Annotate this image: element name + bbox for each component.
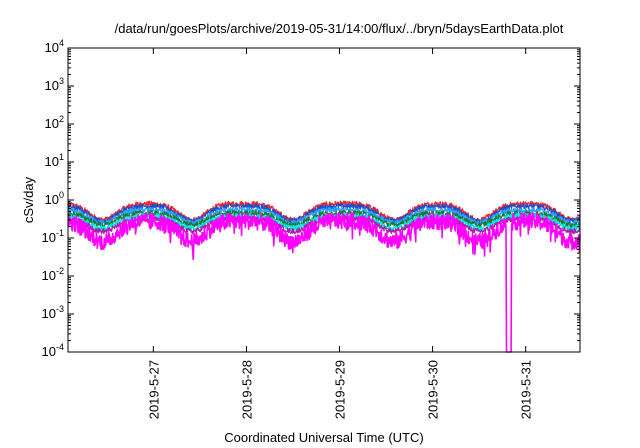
chart-title: /data/run/goesPlots/archive/2019-05-31/1… <box>115 21 564 36</box>
y-tick-label: 104 <box>45 38 64 55</box>
series-line <box>67 206 581 226</box>
x-axis: 2019-5-27 2019-5-28 2019-5-29 2019-5-30 2019… <box>146 48 534 419</box>
y-tick-label: 10-2 <box>42 266 64 283</box>
y-tick-label: 10-4 <box>42 342 64 359</box>
x-tick-label: 2019-5-27 <box>146 360 161 419</box>
x-axis-label: Coordinated Universal Time (UTC) <box>224 430 423 445</box>
y-tick-label: 103 <box>45 76 64 93</box>
plot-frame <box>67 47 581 353</box>
x-tick-label: 2019-5-28 <box>239 360 254 419</box>
y-axis-label: cSv/day <box>21 176 36 223</box>
y-tick-label: 10-1 <box>42 228 64 245</box>
series-layer <box>67 200 581 353</box>
x-tick-label: 2019-5-31 <box>519 360 534 419</box>
y-tick-label: 100 <box>45 190 64 207</box>
series-line <box>67 202 581 225</box>
y-tick-label: 102 <box>45 114 64 131</box>
y-tick-label: 10-3 <box>42 304 64 321</box>
x-tick-label: 2019-5-30 <box>426 360 441 419</box>
x-tick-label: 2019-5-29 <box>333 360 348 419</box>
y-tick-label: 101 <box>45 152 64 169</box>
y-axis: 10-4 10-3 10-2 10-1 100 101 102 103 104 <box>42 38 580 359</box>
series-line <box>67 211 581 353</box>
